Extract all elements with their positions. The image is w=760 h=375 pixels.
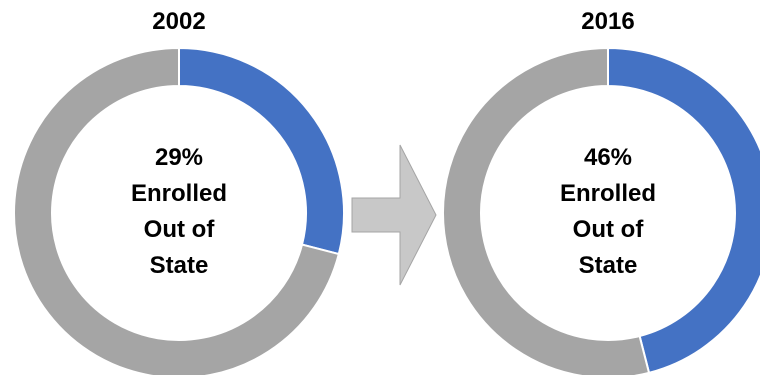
donut-chart-2016 — [442, 46, 760, 375]
chart-title-2002: 2002 — [152, 8, 206, 35]
center-label-line1: Enrolled — [559, 180, 656, 207]
right-arrow-icon — [351, 144, 437, 286]
donut-slice-remainder — [442, 46, 651, 375]
center-label-percent: 46% — [583, 144, 633, 171]
donut-chart-2002 — [13, 46, 345, 375]
center-label-line2: Out of — [572, 216, 644, 243]
donut-slice-remainder — [13, 46, 341, 375]
center-label-line1: Enrolled — [130, 180, 227, 207]
center-label-line2: Out of — [143, 216, 215, 243]
chart-title-2016: 2016 — [581, 8, 635, 35]
center-label-line3: State — [578, 252, 638, 279]
center-label-2002: 29% Enrolled Out of State — [104, 140, 254, 284]
center-label-line3: State — [149, 252, 209, 279]
center-label-2016: 46% Enrolled Out of State — [533, 140, 683, 284]
donut-slice-out-of-state — [607, 46, 760, 375]
center-label-percent: 29% — [154, 144, 204, 171]
